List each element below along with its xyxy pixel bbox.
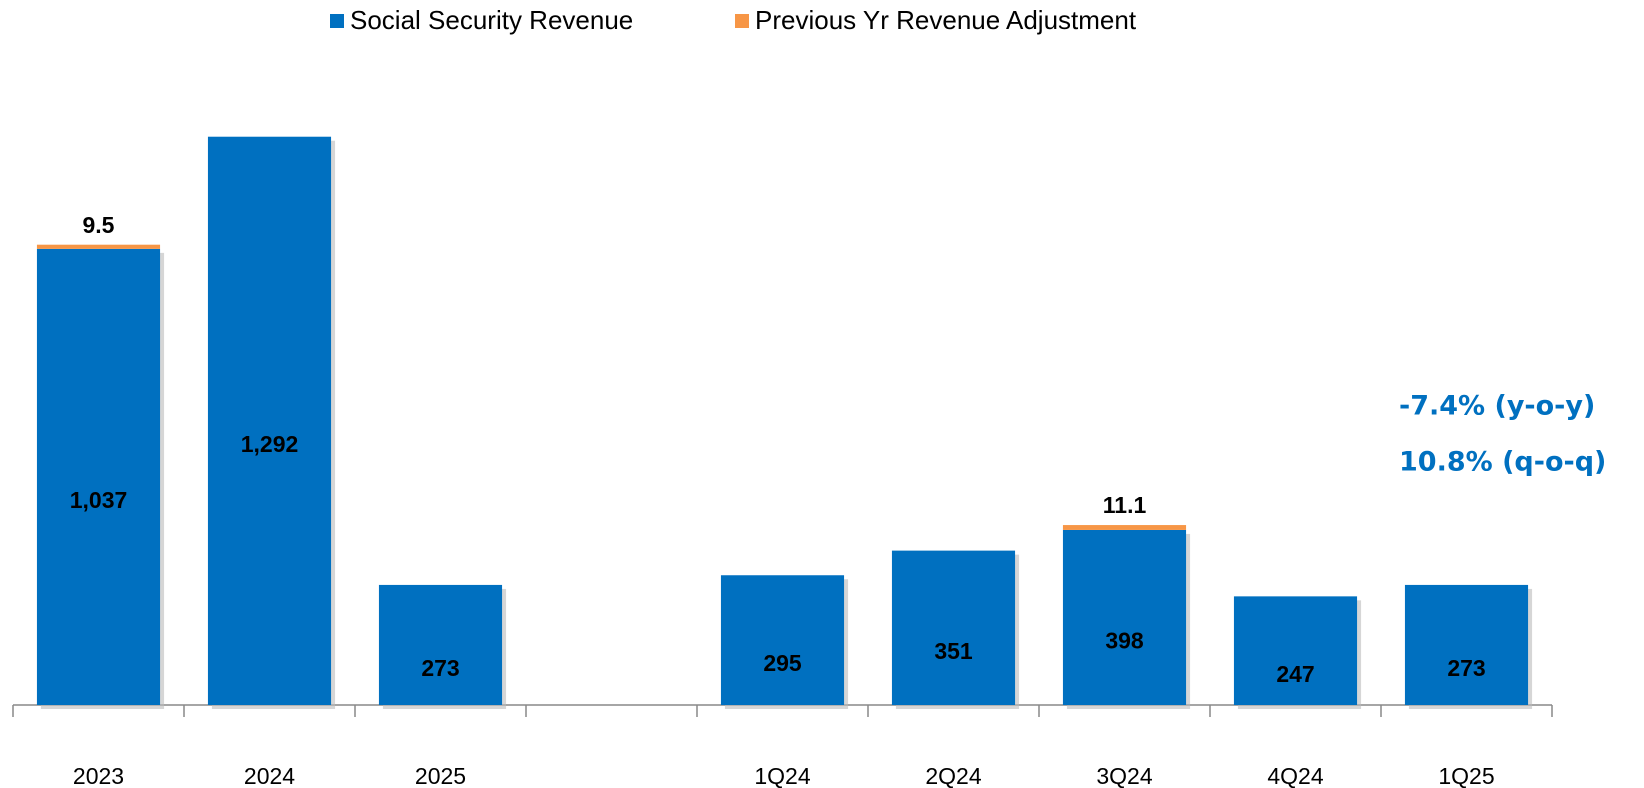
legend-label: Previous Yr Revenue Adjustment xyxy=(755,5,1137,35)
data-label: 1,037 xyxy=(70,487,128,513)
data-label: 295 xyxy=(763,650,802,676)
data-label: 247 xyxy=(1276,661,1314,687)
x-tick-label: 2023 xyxy=(73,763,124,788)
x-tick-label: 4Q24 xyxy=(1267,763,1323,788)
annotation: 10.8% (q-o-q) xyxy=(1399,447,1606,478)
x-tick-label: 2025 xyxy=(415,763,466,788)
bar-segment xyxy=(36,248,161,705)
x-tick-label: 3Q24 xyxy=(1096,763,1152,788)
data-label: 9.5 xyxy=(83,212,115,238)
data-label: 273 xyxy=(421,655,459,681)
data-label: 398 xyxy=(1105,628,1144,654)
bar-segment xyxy=(1062,525,1187,530)
bar-segment xyxy=(720,575,845,705)
legend-swatch xyxy=(330,14,344,28)
bar-segment xyxy=(1062,529,1187,705)
bar-segment xyxy=(1233,596,1358,705)
x-tick-label: 1Q25 xyxy=(1438,763,1494,788)
data-label: 11.1 xyxy=(1103,492,1147,518)
x-tick-label: 2Q24 xyxy=(925,763,981,788)
data-label: 1,292 xyxy=(241,431,299,457)
x-tick-label: 2024 xyxy=(244,763,295,788)
legend-swatch xyxy=(735,14,749,28)
annotation: -7.4% (y-o-y) xyxy=(1399,391,1595,422)
bar-segment xyxy=(378,584,503,705)
bar-segment xyxy=(36,244,161,249)
bar-segment xyxy=(891,550,1016,705)
data-label: 273 xyxy=(1447,655,1485,681)
data-label: 351 xyxy=(934,638,973,664)
legend-label: Social Security Revenue xyxy=(350,5,633,35)
bar-segment xyxy=(1404,584,1529,705)
x-tick-label: 1Q24 xyxy=(754,763,810,788)
bar-segment xyxy=(207,136,332,705)
